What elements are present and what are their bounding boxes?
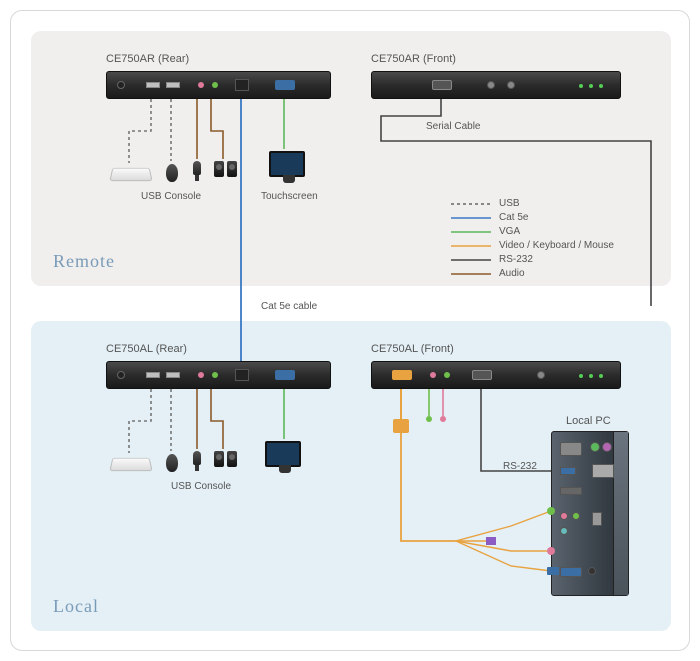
legend-vga: VGA — [499, 226, 520, 237]
keyboard-icon — [109, 168, 152, 181]
legend: USB Cat 5e VGA Video / Keyboard / Mouse … — [451, 196, 661, 291]
rs232-label: RS-232 — [503, 461, 537, 472]
legend-audio: Audio — [499, 268, 525, 279]
mic-icon-local — [193, 451, 201, 465]
usb-console-remote-label: USB Console — [141, 191, 201, 202]
speaker-icon-local — [214, 451, 224, 467]
local-pc-label: Local PC — [566, 415, 611, 427]
mouse-icon-local — [166, 454, 178, 472]
speaker-icon — [214, 161, 224, 177]
local-rear-label: CE750AL (Rear) — [106, 343, 187, 355]
serial-cable-label: Serial Cable — [426, 121, 480, 132]
remote-title: Remote — [53, 251, 115, 272]
mouse-icon — [166, 164, 178, 182]
remote-rear-label: CE750AR (Rear) — [106, 53, 189, 65]
keyboard-icon-local — [109, 458, 152, 471]
touchscreen-icon — [269, 151, 305, 177]
local-front-device — [371, 361, 621, 389]
remote-front-label: CE750AR (Front) — [371, 53, 456, 65]
mic-icon — [193, 161, 201, 175]
touchscreen-label: Touchscreen — [261, 191, 318, 202]
legend-vkm: Video / Keyboard / Mouse — [499, 240, 614, 251]
local-rear-device — [106, 361, 331, 389]
diagram-container: Remote Local CE750AR (Rear) CE750AR (Fro… — [10, 10, 690, 651]
usb-console-local-label: USB Console — [171, 481, 231, 492]
cat5e-cable-label: Cat 5e cable — [261, 301, 317, 312]
speaker-icon-2 — [227, 161, 237, 177]
remote-rear-device — [106, 71, 331, 99]
legend-rs232: RS-232 — [499, 254, 533, 265]
legend-usb: USB — [499, 198, 520, 209]
local-title: Local — [53, 596, 99, 617]
speaker-icon-local-2 — [227, 451, 237, 467]
remote-front-device — [371, 71, 621, 99]
pc-tower — [551, 431, 629, 596]
legend-cat5e: Cat 5e — [499, 212, 528, 223]
monitor-icon-local — [265, 441, 301, 467]
local-front-label: CE750AL (Front) — [371, 343, 454, 355]
